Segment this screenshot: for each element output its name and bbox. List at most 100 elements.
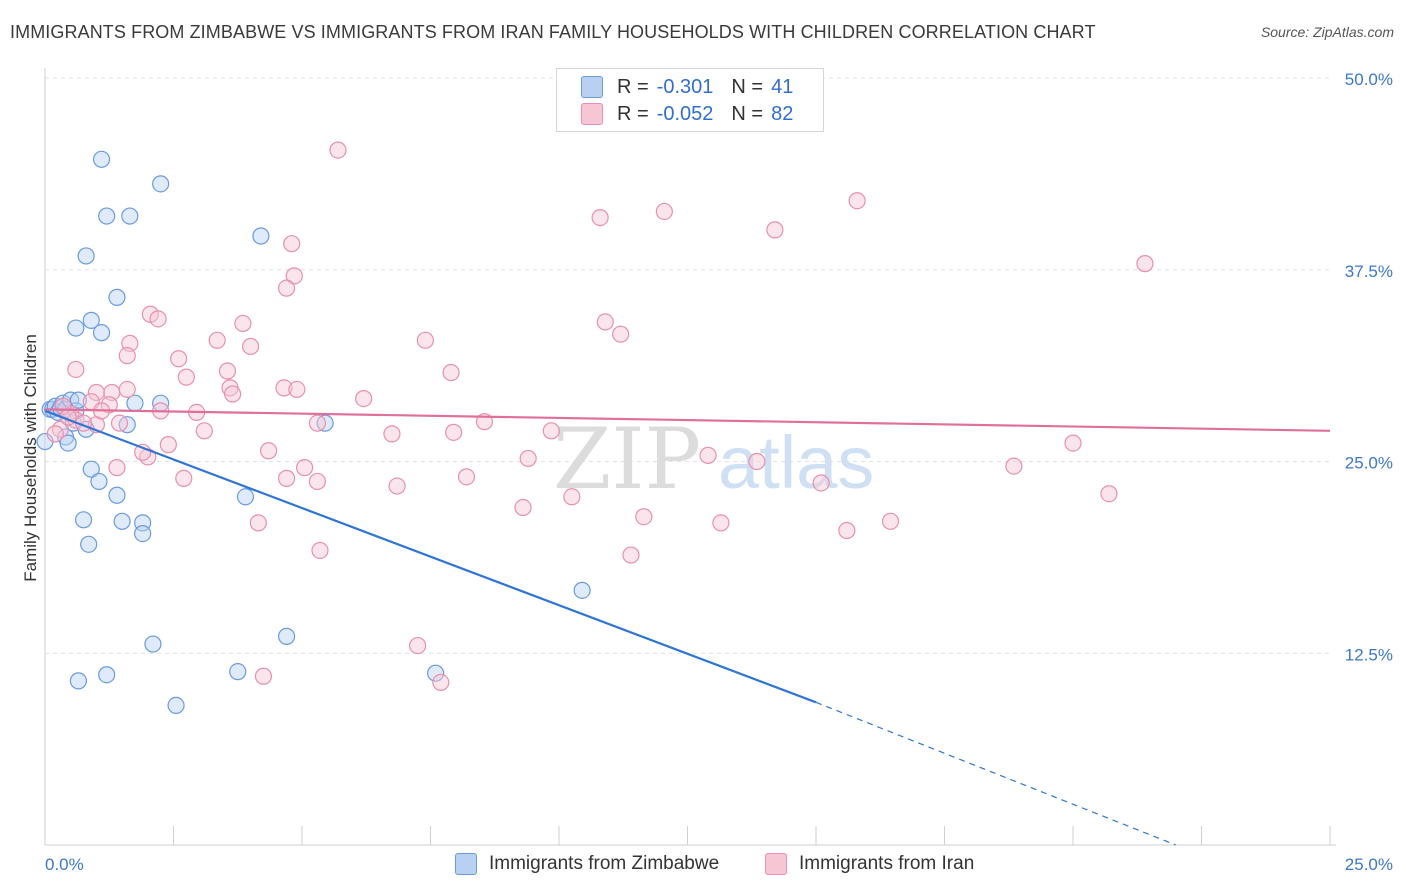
legend-r-label: R =: [617, 102, 649, 125]
bottom-legend-swatch-zimbabwe: [455, 853, 477, 875]
iran-point: [514, 498, 532, 517]
gridlines: [45, 77, 1330, 654]
iran-point: [635, 508, 653, 526]
iran-point: [591, 208, 609, 227]
zimbabwe-point: [134, 524, 152, 543]
iran-point: [51, 420, 70, 438]
iran-point: [177, 368, 195, 386]
iran-point: [110, 414, 129, 432]
zimbabwe-point: [113, 512, 131, 530]
zimbabwe-point: [74, 511, 93, 529]
zimbabwe-point: [427, 664, 445, 682]
iran-point: [812, 474, 830, 492]
iran-point: [175, 469, 193, 487]
iran-point: [195, 422, 213, 440]
iran-point: [285, 267, 303, 285]
zimbabwe-point: [167, 696, 185, 715]
iran-point: [208, 331, 226, 349]
zimbabwe-point: [69, 672, 88, 690]
iran-point: [283, 235, 301, 253]
zimbabwe-point: [229, 663, 247, 681]
iran-point: [519, 449, 537, 468]
iran-point: [329, 141, 347, 159]
zimbabwe-point: [236, 488, 255, 506]
iran-point: [295, 459, 314, 477]
chart-title: IMMIGRANTS FROM ZIMBABWE VS IMMIGRANTS F…: [10, 22, 1096, 42]
iran-point: [249, 514, 267, 532]
iran-point: [766, 221, 784, 239]
legend-swatch-iran: [581, 103, 603, 125]
iran-point: [457, 468, 476, 486]
iran-point: [308, 414, 327, 432]
zimbabwe-point: [77, 247, 95, 265]
iran-point: [277, 469, 296, 487]
iran-point: [46, 425, 64, 443]
zimbabwe-point: [90, 472, 108, 491]
iran-point: [442, 363, 460, 382]
legend-row-iran: R = -0.052 N = 82: [581, 102, 793, 126]
correlation-legend: R = -0.301 N = 41 R = -0.052 N = 82: [556, 68, 824, 132]
iran-point: [612, 325, 630, 343]
legend-n-value: 82: [771, 102, 794, 125]
zimbabwe-point: [152, 175, 170, 193]
legend-r-value: -0.052: [656, 102, 714, 125]
y-axis-label: Family Households with Children: [21, 334, 40, 582]
iran-point: [218, 362, 237, 380]
zimbabwe-point: [98, 666, 116, 684]
iran-point: [254, 667, 273, 685]
iran-point: [118, 347, 136, 365]
legend-r-value: -0.301: [656, 75, 714, 98]
zimbabwe-trend-line: [44, 409, 817, 704]
iran-point: [159, 436, 177, 454]
zimbabwe-point: [82, 311, 100, 329]
zimbabwe-point: [98, 207, 116, 225]
iran-point: [108, 459, 126, 477]
iran-point: [712, 514, 730, 532]
zimbabwe-point: [108, 486, 126, 504]
zimbabwe-point: [67, 319, 85, 337]
iran-point: [149, 310, 167, 328]
legend-n-value: 41: [771, 75, 794, 98]
x-tick-label: 0.0%: [45, 855, 84, 874]
iran-point: [383, 425, 401, 443]
iran-point: [1136, 255, 1154, 273]
zimbabwe-point: [144, 635, 162, 653]
iran-point: [275, 379, 293, 397]
iran-point: [308, 472, 327, 491]
iran-point: [1064, 434, 1082, 452]
zimbabwe-point: [108, 288, 126, 306]
iran-point: [838, 521, 856, 540]
bottom-legend-zimbabwe: Immigrants from Zimbabwe: [455, 852, 719, 876]
iran-point: [242, 337, 260, 356]
legend-n-label: N =: [731, 102, 764, 125]
y-tick-label: 25.0%: [1345, 454, 1393, 473]
iran-point: [170, 350, 188, 368]
iran-point: [1005, 457, 1023, 475]
iran-point: [848, 192, 866, 210]
axis-labels: Family Households with Children 12.5% 25.…: [21, 70, 1393, 874]
legend-swatch-zimbabwe: [581, 76, 603, 98]
iran-point: [445, 423, 463, 441]
y-tick-label: 37.5%: [1345, 262, 1393, 281]
legend-row-zimbabwe: R = -0.301 N = 41: [581, 75, 793, 99]
zimbabwe-point: [252, 227, 270, 245]
iran-point: [881, 512, 900, 530]
iran-trend-line: [44, 408, 1331, 432]
data-points: [36, 141, 1154, 715]
iran-point: [277, 279, 296, 297]
y-tick-label: 12.5%: [1345, 645, 1393, 664]
zimbabwe-point: [92, 324, 111, 342]
iran-point: [224, 385, 242, 403]
zimbabwe-point: [121, 207, 139, 225]
bottom-legend-label-zimbabwe: Immigrants from Zimbabwe: [489, 853, 720, 874]
iran-point: [432, 673, 450, 691]
iran-point: [234, 314, 252, 333]
watermark: ZIP atlas: [553, 410, 874, 508]
iran-point: [409, 636, 427, 655]
iran-point: [416, 331, 434, 349]
iran-point: [699, 446, 717, 464]
zimbabwe-point: [92, 150, 111, 168]
zimbabwe-trend-extension: [815, 701, 1177, 846]
zimbabwe-point: [82, 460, 100, 478]
